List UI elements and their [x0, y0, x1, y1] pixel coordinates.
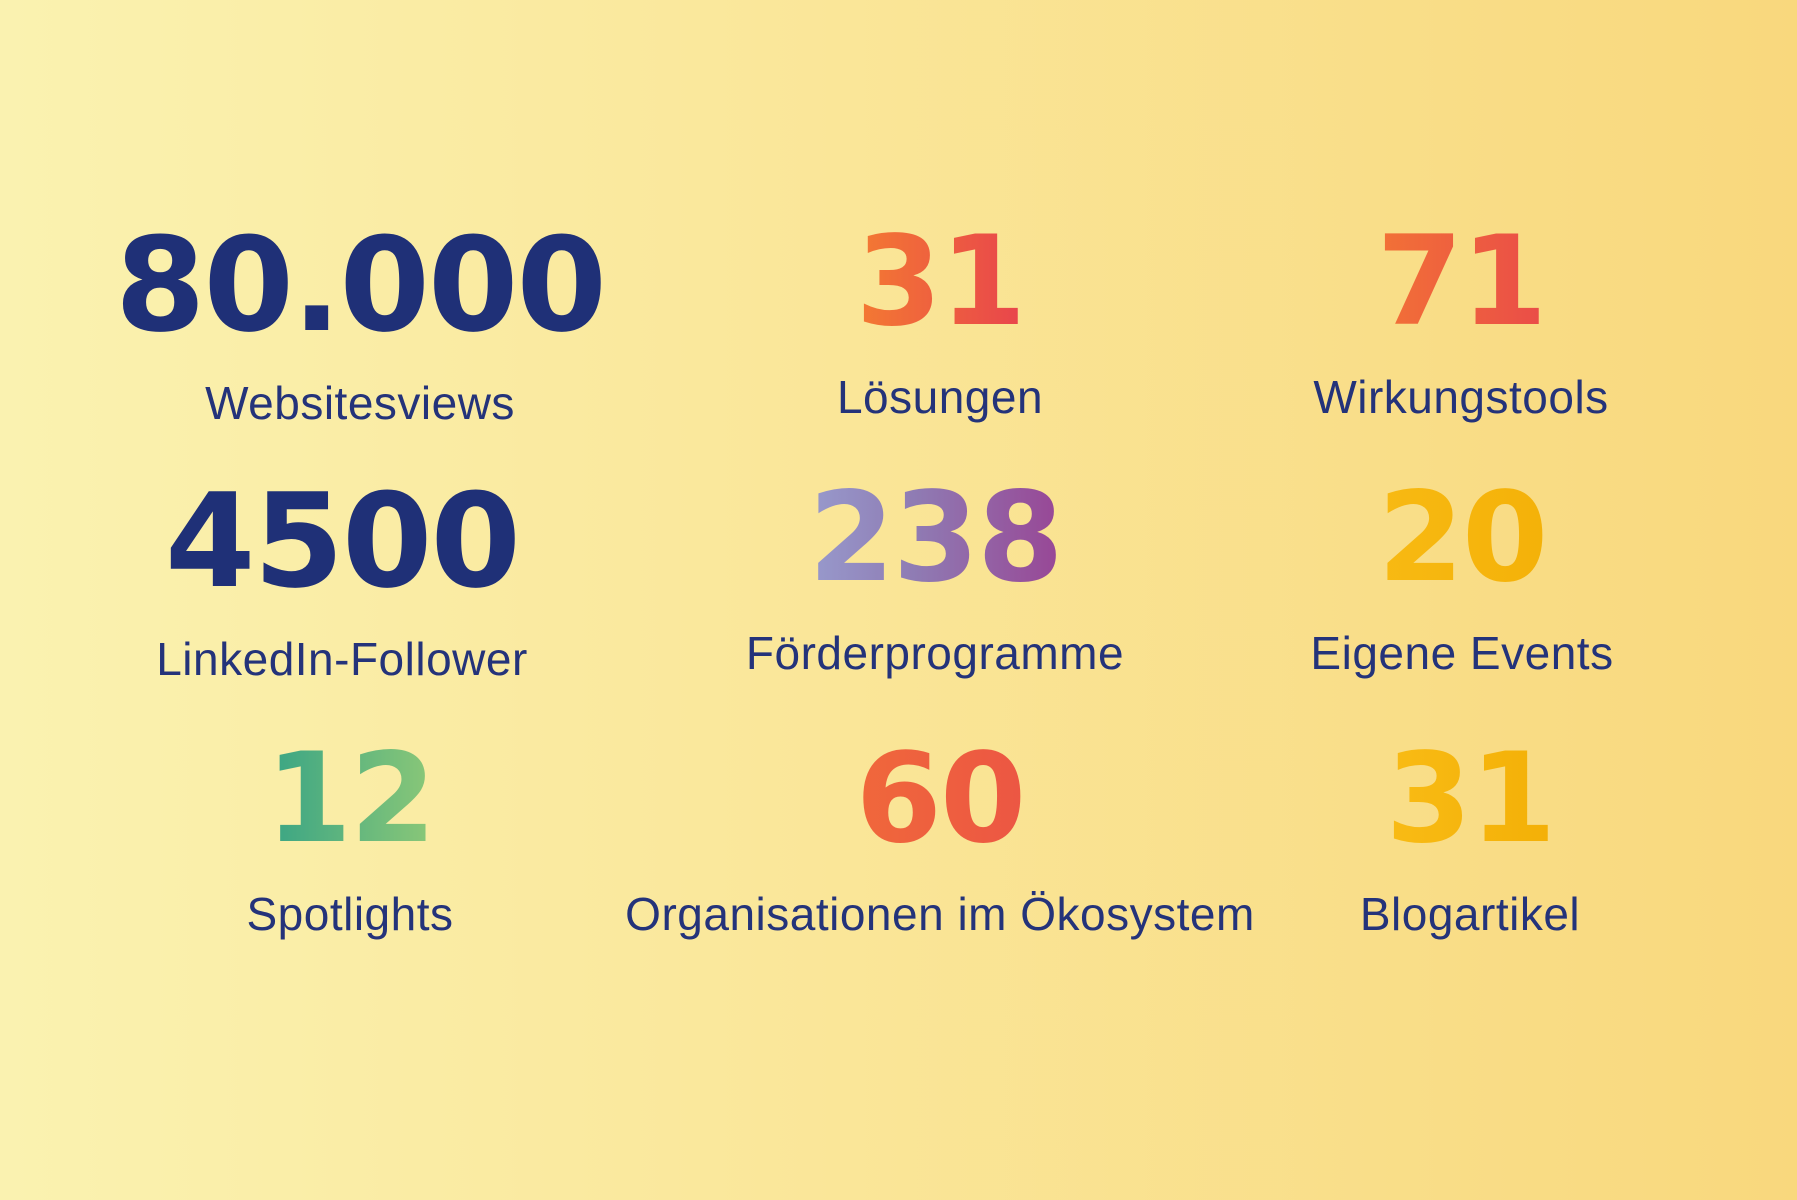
stat-wirkungstools-label: Wirkungstools: [1313, 371, 1609, 423]
stat-linkedin-follower: 4500 LinkedIn-Follower: [156, 476, 528, 685]
stat-foerderprogramme-value: 238: [746, 476, 1124, 600]
stat-linkedin-follower-label: LinkedIn-Follower: [156, 633, 528, 685]
stat-organisationen-oekosystem-value: 60: [625, 737, 1255, 861]
stat-wirkungstools: 71 Wirkungstools: [1313, 220, 1608, 423]
stat-loesungen: 31 Lösungen: [837, 220, 1043, 423]
stat-eigene-events: 20 Eigene Events: [1310, 476, 1613, 679]
stat-organisationen-oekosystem: 60 Organisationen im Ökosystem: [625, 737, 1255, 940]
stat-eigene-events-value: 20: [1310, 476, 1613, 600]
stat-blogartikel-label: Blogartikel: [1359, 888, 1581, 940]
stat-spotlights: 12 Spotlights: [246, 737, 453, 940]
stat-foerderprogramme: 238 Förderprogramme: [746, 476, 1124, 679]
stat-websitesviews-value: 80.000: [115, 209, 607, 361]
stat-loesungen-value: 31: [837, 220, 1043, 344]
stat-linkedin-follower-value: 4500: [164, 465, 521, 617]
stat-foerderprogramme-label: Förderprogramme: [745, 627, 1125, 679]
stat-spotlights-label: Spotlights: [246, 888, 454, 940]
stat-loesungen-label: Lösungen: [836, 371, 1044, 423]
stat-spotlights-value: 12: [246, 737, 453, 861]
stat-websitesviews: 80.000 Websitesviews: [115, 209, 607, 429]
stat-blogartikel: 31 Blogartikel: [1360, 737, 1580, 940]
stat-eigene-events-label: Eigene Events: [1310, 627, 1614, 679]
stat-websitesviews-label: Websitesviews: [205, 377, 515, 429]
stat-organisationen-oekosystem-label: Organisationen im Ökosystem: [625, 888, 1255, 940]
stat-wirkungstools-value: 71: [1313, 220, 1608, 344]
stat-blogartikel-value: 31: [1360, 737, 1580, 861]
